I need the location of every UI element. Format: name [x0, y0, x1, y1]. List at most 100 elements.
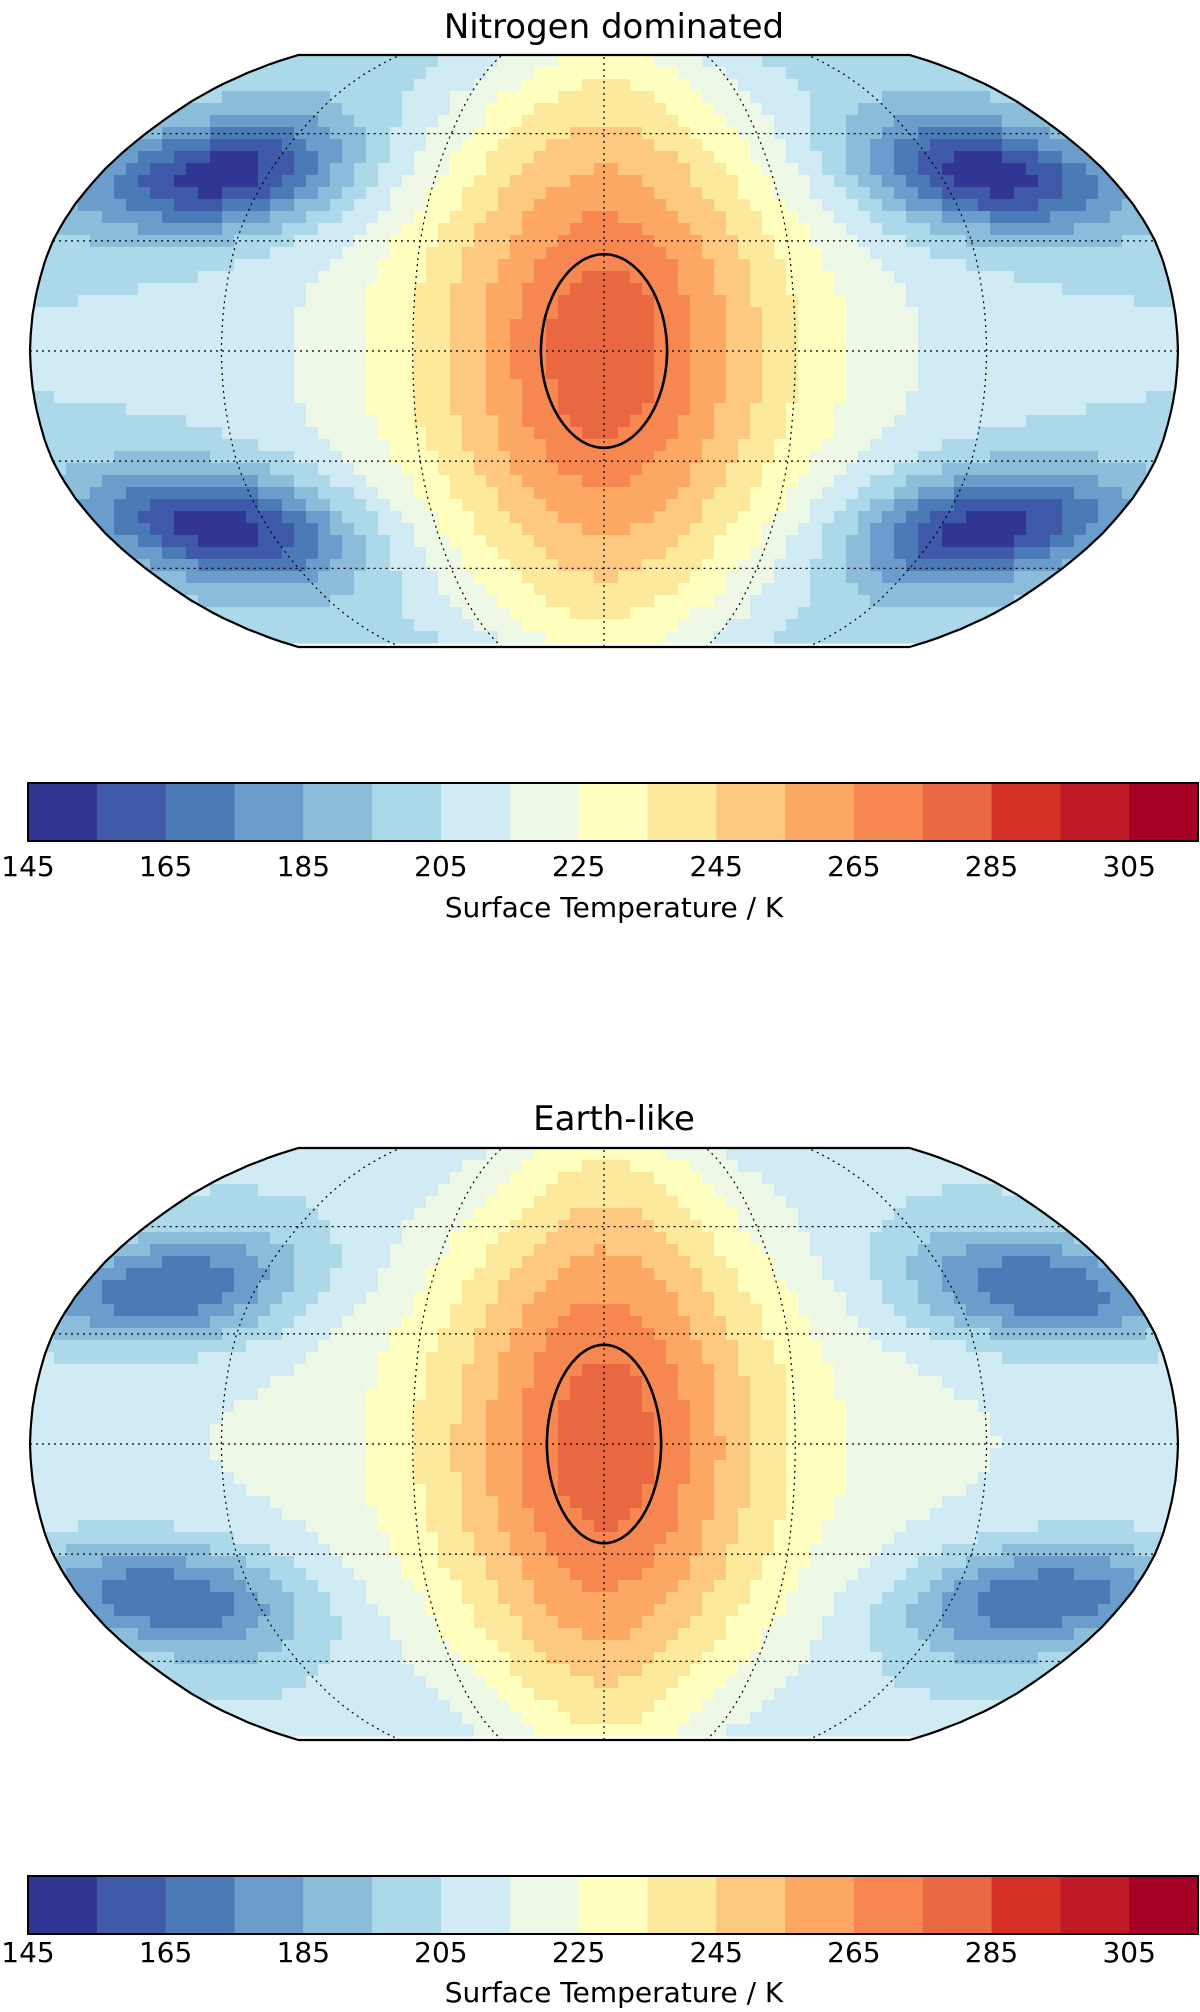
- temperature-cell: [738, 247, 774, 260]
- temperature-cell: [486, 343, 510, 356]
- colorbar-tick-label: 225: [552, 850, 605, 883]
- colorbar-swatch: [1129, 783, 1199, 841]
- temperature-cell: [342, 1256, 390, 1269]
- temperature-cell: [210, 1316, 258, 1329]
- temperature-cell: [822, 1268, 870, 1281]
- temperature-cell: [870, 163, 894, 176]
- temperature-cell: [858, 1568, 906, 1581]
- temperature-cell: [846, 187, 870, 200]
- temperature-cell: [870, 139, 894, 152]
- temperature-cell: [486, 367, 510, 380]
- temperature-map: [28, 53, 1180, 649]
- temperature-cell: [810, 571, 846, 584]
- temperature-cell: [954, 475, 1098, 488]
- temperature-cell: [918, 319, 1178, 332]
- temperature-cell: [378, 427, 426, 440]
- temperature-cell: [810, 583, 858, 596]
- temperature-cell: [390, 127, 426, 140]
- temperature-cell: [462, 139, 498, 152]
- temperature-cell: [222, 199, 270, 212]
- temperature-cell: [834, 427, 882, 440]
- temperature-cell: [942, 1280, 978, 1293]
- temperature-cell: [294, 1592, 330, 1605]
- temperature-cell: [486, 67, 534, 80]
- temperature-cell: [846, 319, 918, 332]
- temperature-cell: [522, 163, 594, 176]
- temperature-cell: [810, 1232, 870, 1245]
- temperature-cell: [666, 1592, 702, 1605]
- temperature-cell: [522, 1460, 558, 1473]
- temperature-cell: [654, 1436, 690, 1449]
- temperature-cell: [738, 1604, 786, 1617]
- temperature-cell: [510, 1652, 546, 1665]
- temperature-cell: [546, 439, 666, 452]
- temperature-cell: [30, 391, 54, 404]
- temperature-cell: [306, 139, 342, 152]
- temperature-cell: [474, 619, 522, 632]
- temperature-cell: [426, 1280, 462, 1293]
- temperature-cell: [786, 1364, 834, 1377]
- temperature-cell: [714, 427, 750, 440]
- temperature-cell: [570, 1712, 642, 1725]
- temperature-cell: [366, 1580, 414, 1593]
- temperature-cell: [690, 1412, 714, 1425]
- temperature-cell: [354, 1304, 414, 1317]
- temperature-cell: [366, 1484, 426, 1497]
- temperature-cell: [666, 547, 714, 560]
- temperature-cell: [762, 1628, 822, 1641]
- temperature-cell: [582, 211, 618, 224]
- temperature-cell: [402, 223, 438, 236]
- temperature-cell: [318, 571, 354, 584]
- temperature-cell: [546, 367, 654, 380]
- temperature-cell: [354, 1568, 402, 1581]
- temperature-cell: [486, 163, 522, 176]
- temperature-cell: [786, 1460, 846, 1473]
- temperature-cell: [498, 487, 534, 500]
- temperature-cell: [894, 1580, 930, 1593]
- temperature-cell: [426, 139, 462, 152]
- temperature-cell: [918, 151, 954, 164]
- temperature-cell: [294, 307, 366, 320]
- temperature-cell: [258, 1592, 294, 1605]
- temperature-cell: [726, 583, 762, 596]
- temperature-cell: [882, 511, 906, 524]
- temperature-cell: [894, 163, 918, 176]
- temperature-cell: [990, 1580, 1110, 1593]
- temperature-cell: [486, 1196, 534, 1209]
- temperature-cell: [990, 1448, 1178, 1461]
- temperature-cell: [222, 1616, 258, 1629]
- temperature-cell: [414, 403, 450, 416]
- temperature-cell: [654, 1604, 702, 1617]
- temperature-cell: [330, 1280, 378, 1293]
- temperature-cell: [690, 1616, 726, 1629]
- temperature-cell: [462, 247, 510, 260]
- temperature-cell: [150, 1208, 318, 1221]
- temperature-cell: [462, 271, 498, 284]
- temperature-cell: [546, 595, 654, 608]
- temperature-cell: [450, 1700, 510, 1713]
- temperature-cell: [150, 163, 186, 176]
- temperature-cell: [846, 1304, 894, 1317]
- temperature-cell: [486, 1568, 522, 1581]
- temperature-cell: [678, 1628, 726, 1641]
- temperature-cell: [330, 439, 390, 452]
- temperature-cell: [414, 1448, 450, 1461]
- temperature-cell: [870, 1604, 906, 1617]
- temperature-cell: [774, 1688, 930, 1701]
- temperature-cell: [942, 439, 1178, 452]
- temperature-cell: [174, 1652, 258, 1665]
- temperature-cell: [942, 199, 978, 212]
- temperature-cell: [1098, 451, 1170, 464]
- temperature-cell: [786, 487, 822, 500]
- temperature-cell: [510, 451, 546, 464]
- temperature-cell: [846, 367, 918, 380]
- temperature-cell: [894, 499, 918, 512]
- temperature-cell: [294, 343, 366, 356]
- temperature-cell: [534, 1688, 666, 1701]
- temperature-cell: [810, 175, 834, 188]
- temperature-cell: [438, 223, 474, 236]
- temperature-cell: [438, 631, 498, 644]
- colorbar-swatch: [509, 1876, 580, 1934]
- colorbar-swatch: [785, 783, 855, 841]
- temperature-cell: [678, 259, 714, 272]
